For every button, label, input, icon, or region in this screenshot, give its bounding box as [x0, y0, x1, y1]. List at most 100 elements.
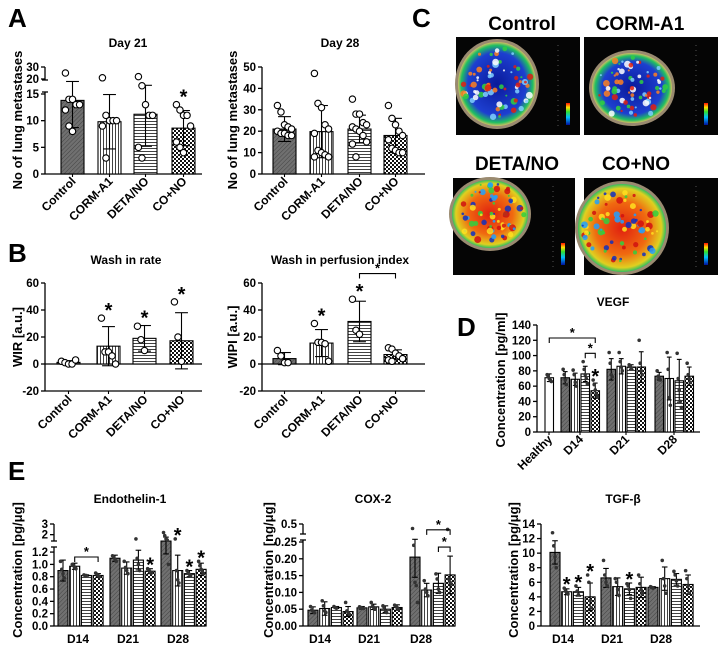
data-point	[627, 587, 632, 592]
y-tick-label: 20	[243, 126, 256, 138]
data-point	[595, 395, 600, 399]
x-tick-label: D21	[117, 632, 139, 646]
data-point	[352, 153, 360, 161]
data-point	[177, 581, 181, 585]
data-point	[672, 569, 676, 574]
perfusion-speckle	[516, 204, 524, 212]
chart-title: Day 21	[109, 36, 148, 50]
perfusion-speckle	[478, 91, 485, 98]
perfusion-speckle	[524, 80, 527, 84]
significance-star: *	[586, 561, 594, 583]
data-point	[348, 95, 357, 103]
perfusion-speckle	[603, 218, 610, 225]
x-tick-label: D14	[67, 632, 89, 646]
data-point	[362, 121, 371, 129]
ultrasound-image-1	[584, 37, 718, 135]
data-point	[447, 577, 451, 581]
data-point	[287, 125, 296, 133]
data-point	[348, 140, 357, 148]
significance-star: *	[180, 87, 188, 109]
data-point	[685, 576, 689, 581]
perfusion-speckle	[481, 219, 487, 226]
perfusion-speckle	[637, 74, 642, 79]
perfusion-speckle	[510, 107, 517, 113]
perfusion-speckle	[473, 221, 479, 226]
data-point	[562, 586, 567, 590]
data-point	[343, 600, 348, 605]
data-point	[384, 136, 393, 144]
perfusion-speckle	[614, 216, 621, 223]
data-point	[617, 593, 621, 598]
perfusion-speckle	[638, 227, 646, 234]
perfusion-speckle	[601, 217, 605, 221]
perfusion-speckle	[496, 183, 500, 186]
y-tick-label: 1.0	[32, 559, 48, 571]
perfusion-speckle	[470, 193, 474, 197]
perfusion-speckle	[626, 104, 631, 109]
bar-d21	[144, 570, 156, 627]
perfusion-speckle	[629, 105, 635, 111]
perfusion-speckle	[461, 212, 465, 216]
data-point	[71, 356, 80, 364]
perfusion-speckle	[492, 219, 496, 223]
perfusion-speckle	[633, 113, 638, 117]
data-point	[628, 596, 633, 601]
perfusion-speckle	[495, 106, 501, 112]
perfusion-speckle	[603, 249, 607, 253]
perfusion-speckle	[633, 242, 639, 248]
y-tick-label: 100	[512, 351, 531, 363]
significance-star: *	[356, 281, 364, 303]
data-point	[673, 573, 677, 577]
perfusion-speckle	[493, 212, 496, 216]
data-point	[604, 580, 608, 585]
y-axis-label: No of lung metastases	[10, 51, 25, 190]
perfusion-speckle	[598, 93, 601, 97]
y-tick-label: 80	[518, 366, 531, 378]
data-point	[639, 587, 643, 592]
data-point	[347, 612, 352, 617]
data-point	[174, 333, 182, 341]
data-point	[172, 100, 181, 109]
perfusion-speckle	[496, 225, 502, 231]
perfusion-speckle	[510, 71, 513, 74]
perfusion-speckle	[639, 208, 642, 212]
significance-star: *	[105, 300, 113, 322]
perfusion-map	[578, 184, 666, 272]
x-tick-label: D28	[167, 632, 189, 646]
panel-label-d: D	[457, 312, 476, 342]
data-point	[136, 562, 141, 567]
perfusion-speckle	[507, 231, 514, 238]
perfusion-speckle	[630, 218, 637, 224]
x-tick-label: D21	[358, 632, 380, 646]
perfusion-speckle	[620, 219, 625, 224]
data-point	[411, 543, 416, 548]
x-tick-label: CO+NO	[147, 392, 187, 432]
y-tick-label: 40	[26, 305, 39, 317]
perfusion-speckle	[492, 87, 498, 93]
perfusion-speckle	[498, 59, 502, 64]
perfusion-speckle	[505, 94, 508, 97]
data-point	[162, 533, 167, 538]
perfusion-speckle	[616, 196, 624, 204]
perfusion-speckle	[504, 205, 512, 212]
data-point	[639, 369, 644, 373]
data-point	[679, 405, 684, 410]
x-tick-label: D28	[650, 632, 672, 646]
data-point	[608, 361, 613, 366]
data-point	[140, 346, 149, 355]
data-point	[449, 582, 454, 586]
perfusion-speckle	[603, 192, 607, 196]
data-point	[123, 565, 128, 570]
y-axis-label: Concentration [pg/ml]	[493, 312, 508, 447]
data-point	[563, 378, 568, 382]
data-point	[688, 380, 693, 385]
data-point	[561, 367, 565, 372]
data-point	[422, 578, 427, 583]
y-tick-label: 4	[529, 592, 536, 604]
data-point	[549, 379, 554, 384]
data-point	[610, 375, 615, 379]
color-scale-bar	[561, 243, 565, 265]
data-point	[676, 376, 681, 381]
bar-d14	[92, 574, 104, 627]
data-point	[321, 604, 326, 608]
